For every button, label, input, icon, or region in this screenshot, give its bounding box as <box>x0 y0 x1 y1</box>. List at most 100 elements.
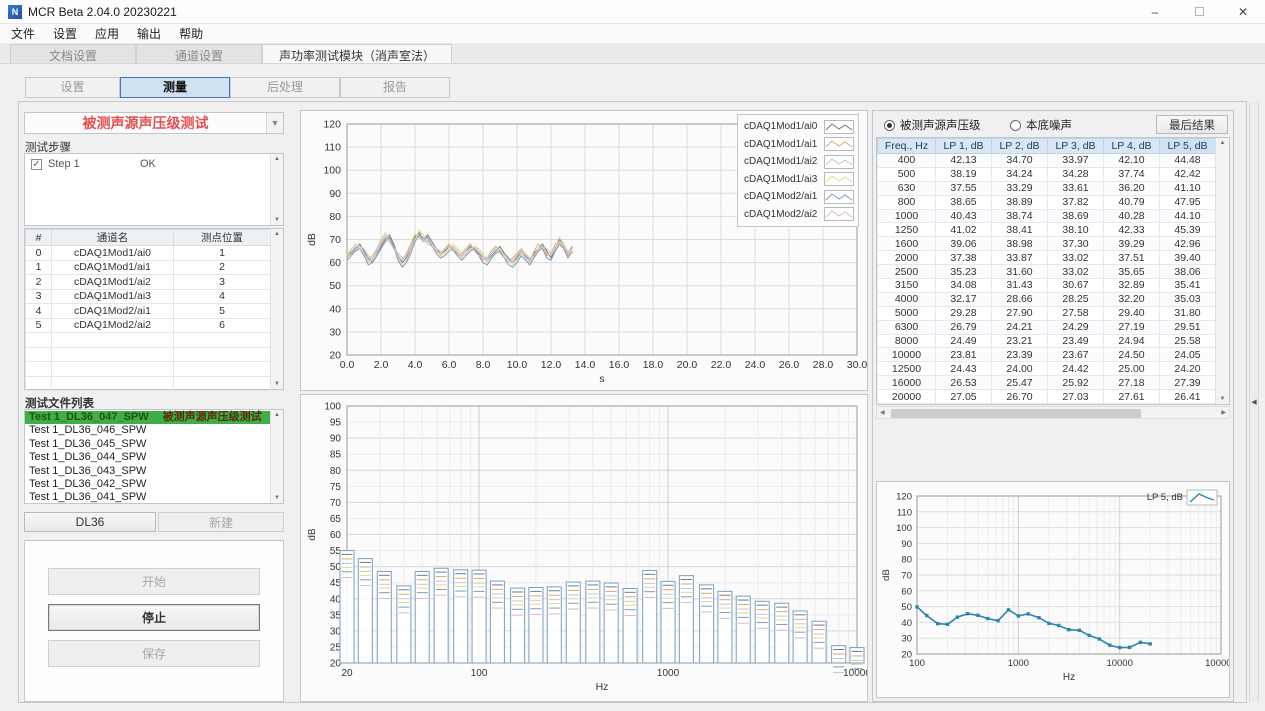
table-row[interactable]: 2 cDAQ1Mod1/ai2 3 <box>25 274 271 290</box>
column-header[interactable]: LP 4, dB <box>1103 138 1160 154</box>
checkbox-icon[interactable]: ✓ <box>31 158 42 170</box>
minimize-button[interactable]: – <box>1151 4 1159 19</box>
chevron-down-icon[interactable]: ▼ <box>266 113 283 133</box>
table-row[interactable]: 3150 34.08 31.43 30.67 32.89 35.41 <box>877 278 1216 293</box>
table-row[interactable]: 2000 37.38 33.87 33.02 37.51 39.40 <box>877 250 1216 266</box>
menu-item[interactable]: 帮助 <box>179 27 204 41</box>
table-row[interactable]: 630 37.55 33.29 33.61 36.20 41.10 <box>877 180 1216 196</box>
scroll-up-icon[interactable]: ▲ <box>274 231 280 237</box>
panel-collapse-splitter[interactable]: ◀ <box>1249 102 1259 702</box>
file-list-item[interactable]: Test 1_DL36_044_SPW <box>25 451 270 464</box>
table-cell: 5 <box>173 303 271 319</box>
new-button[interactable]: 新建 <box>158 512 284 532</box>
file-list-item[interactable]: Test 1_DL36_042_SPW <box>25 478 270 491</box>
module-tab[interactable]: 后处理 <box>230 77 340 98</box>
table-cell: 1250 <box>877 222 936 238</box>
radio-source-row[interactable]: 被测声源声压级 <box>884 117 981 133</box>
module-tab[interactable]: 报告 <box>340 77 450 98</box>
table-row[interactable]: 10000 23.81 23.39 23.67 24.50 24.05 <box>877 347 1216 363</box>
menu-item[interactable]: 文件 <box>11 27 36 41</box>
scroll-up-icon[interactable]: ▲ <box>274 156 280 162</box>
main-tab[interactable]: 通道设置 <box>136 44 262 63</box>
table-row[interactable]: 20000 27.05 26.70 27.03 27.61 26.41 <box>877 389 1216 405</box>
column-header[interactable]: # <box>25 229 52 246</box>
radio-noise-row[interactable]: 本底噪声 <box>1010 117 1072 133</box>
scroll-down-icon[interactable]: ▼ <box>274 381 280 387</box>
scroll-down-icon[interactable]: ▼ <box>274 217 280 223</box>
table-row[interactable]: 5000 29.28 27.90 27.58 29.40 31.80 <box>877 305 1216 321</box>
table-row[interactable]: 1000 40.43 38.74 38.69 40.28 44.10 <box>877 208 1216 224</box>
file-list-item[interactable]: Test 1_DL36_046_SPW <box>25 424 270 437</box>
scroll-up-icon[interactable]: ▲ <box>1219 140 1226 146</box>
table-row[interactable]: 1250 41.02 38.41 38.10 42.33 45.39 <box>877 222 1216 238</box>
column-header[interactable]: 测点位置 <box>173 229 271 246</box>
menu-item[interactable]: 应用 <box>95 27 120 41</box>
tick-label: 16.0 <box>609 359 630 371</box>
save-button[interactable]: 保存 <box>48 640 260 667</box>
module-tab[interactable]: 测量 <box>120 77 230 98</box>
file-list-item[interactable]: Test 1_DL36_045_SPW <box>25 438 270 451</box>
legend-entry: cDAQ1Mod1/ai2 <box>742 153 854 171</box>
table-row[interactable]: 8000 24.49 23.21 23.49 24.94 25.58 <box>877 333 1216 349</box>
main-tab[interactable]: 声功率测试模块（消声室法） <box>262 44 453 63</box>
table-row[interactable]: 800 38.65 38.89 37.82 40.79 47.95 <box>877 194 1216 210</box>
file-list-item[interactable]: Test 1_DL36_043_SPW <box>25 465 270 478</box>
scroll-left-icon[interactable]: ◀ <box>880 409 885 416</box>
model-button[interactable]: DL36 <box>24 512 156 532</box>
tick-label: 30 <box>329 326 341 338</box>
radio-unselected-icon[interactable] <box>1010 119 1021 131</box>
channel-table-scrollbar[interactable]: ▲ ▼ <box>270 229 283 389</box>
collapse-left-icon[interactable]: ◀ <box>1251 399 1257 406</box>
table-row[interactable]: 3 cDAQ1Mod1/ai3 4 <box>25 288 271 304</box>
step-row[interactable]: ✓ Step 1 OK <box>25 154 283 174</box>
table-row[interactable]: 16000 26.53 25.47 25.92 27.18 27.39 <box>877 375 1216 391</box>
scroll-down-icon[interactable]: ▼ <box>1219 396 1226 402</box>
table-row[interactable]: 500 38.19 34.24 34.28 37.74 42.42 <box>877 166 1216 182</box>
table-cell: 28.66 <box>991 291 1048 307</box>
table-row[interactable]: 2500 35.23 31.60 33.02 35.65 38.06 <box>877 264 1216 280</box>
table-cell: 31.60 <box>991 264 1048 280</box>
table-row[interactable]: 1600 39.06 38.98 37.30 39.29 42.96 <box>877 236 1216 252</box>
maximize-icon <box>1194 7 1204 16</box>
table-row[interactable]: 12500 24.43 24.00 24.42 25.00 24.20 <box>877 361 1216 377</box>
result-table-scrollbar[interactable]: ▲ ▼ <box>1215 138 1229 404</box>
table-header-row: # 通道名 测点位置 <box>25 229 271 246</box>
table-row[interactable]: 1 cDAQ1Mod1/ai1 2 <box>25 259 271 275</box>
menu-item[interactable]: 设置 <box>53 27 78 41</box>
file-list-scrollbar[interactable]: ▲ ▼ <box>270 410 283 503</box>
table-row[interactable]: 0 cDAQ1Mod1/ai0 1 <box>25 245 271 261</box>
file-list-item[interactable]: Test 1_DL36_047_SPW 被测声源声压级测试 <box>25 411 270 425</box>
maximize-button[interactable] <box>1177 0 1221 23</box>
start-button[interactable]: 开始 <box>48 568 260 595</box>
table-row[interactable]: 6300 26.79 24.21 24.29 27.19 29.51 <box>877 319 1216 335</box>
close-button[interactable]: ✕ <box>1237 4 1249 19</box>
stop-button[interactable]: 停止 <box>48 604 260 631</box>
table-row[interactable]: 400 42.13 34.70 33.97 42.10 44.48 <box>877 153 1216 168</box>
column-header[interactable]: 通道名 <box>51 229 174 246</box>
table-cell: 37.82 <box>1047 194 1104 210</box>
main-tab[interactable]: 文档设置 <box>10 44 136 63</box>
table-row[interactable]: 4 cDAQ1Mod2/ai1 5 <box>25 303 271 319</box>
column-header[interactable]: LP 1, dB <box>935 138 992 154</box>
table-row[interactable]: 5 cDAQ1Mod2/ai2 6 <box>25 317 271 333</box>
column-header[interactable]: LP 2, dB <box>991 138 1048 154</box>
result-table-hscrollbar[interactable]: ◀ ▶ <box>876 406 1230 419</box>
hscroll-thumb[interactable] <box>891 409 1141 418</box>
table-cell: 26.79 <box>935 319 992 335</box>
scroll-up-icon[interactable]: ▲ <box>274 412 280 418</box>
final-result-button[interactable]: 最后结果 <box>1156 115 1228 134</box>
file-list-item[interactable]: Test 1_DL36_041_SPW <box>25 491 270 504</box>
scroll-down-icon[interactable]: ▼ <box>274 495 280 501</box>
step-list-scrollbar[interactable]: ▲ ▼ <box>270 154 283 225</box>
table-row[interactable]: 4000 32.17 28.66 28.25 32.20 35.03 <box>877 291 1216 307</box>
tick-label: dB <box>307 528 318 541</box>
scroll-right-icon[interactable]: ▶ <box>1221 409 1226 416</box>
test-type-combobox[interactable]: 被测声源声压级测试 ▼ <box>24 112 284 134</box>
column-header[interactable]: LP 5, dB <box>1159 138 1216 154</box>
column-header[interactable]: LP 3, dB <box>1047 138 1104 154</box>
column-header[interactable]: Freq., Hz <box>877 138 936 154</box>
table-cell: 23.21 <box>991 333 1048 349</box>
module-tab[interactable]: 设置 <box>25 77 120 98</box>
menu-item[interactable]: 输出 <box>137 27 162 41</box>
radio-selected-icon[interactable] <box>884 119 895 131</box>
